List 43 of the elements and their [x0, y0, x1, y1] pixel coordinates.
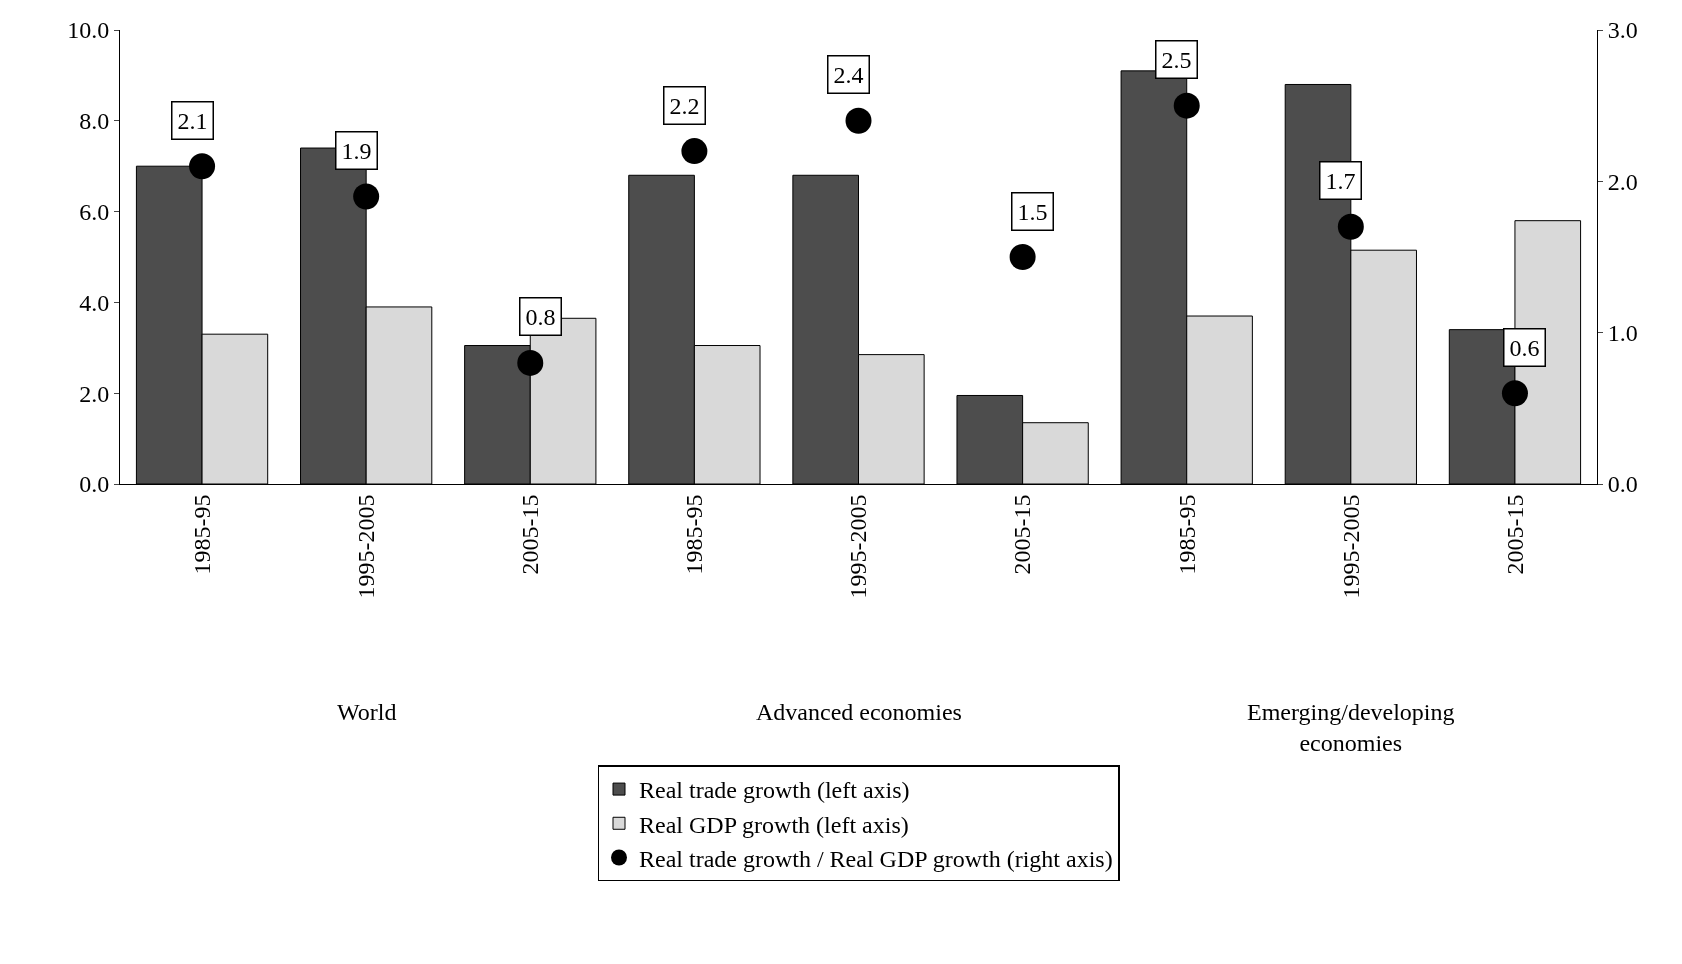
x-tick-label: 1985-95: [681, 494, 708, 575]
y2-tick-label: 3.0: [1607, 17, 1638, 44]
data-label: 1.7: [1325, 167, 1356, 194]
x-tick-label: 1985-95: [188, 494, 215, 575]
point: [845, 107, 872, 134]
point: [1009, 244, 1036, 270]
y-tick-label: 2.0: [79, 380, 110, 407]
legend-label: Real GDP growth (left axis): [639, 811, 909, 838]
data-label: 2.5: [1161, 46, 1192, 73]
data-label: 1.9: [341, 137, 372, 164]
x-tick-label: 2005-15: [1501, 494, 1528, 575]
point: [517, 349, 544, 376]
legend-label: Real trade growth / Real GDP growth (right axis): [639, 845, 1113, 872]
data-label: 0.6: [1509, 334, 1540, 361]
y-tick-label: 6.0: [79, 199, 110, 225]
point: [189, 153, 216, 180]
point: [1337, 213, 1364, 240]
y2-tick-label: 2.0: [1607, 168, 1638, 195]
x-tick-label: 2005-15: [1009, 494, 1036, 575]
y-tick-label: 0.0: [79, 471, 110, 498]
data-label: 0.8: [525, 303, 556, 330]
y2-tick-label: 1.0: [1607, 320, 1638, 347]
text: World: [337, 699, 397, 725]
x-tick-label: 1995-2005: [845, 494, 872, 599]
y-tick-label: 10.0: [67, 17, 110, 44]
x-tick-label: 1995-2005: [352, 494, 379, 599]
y2-tick-label: 0.0: [1607, 471, 1638, 498]
y-tick-label: 4.0: [79, 289, 110, 316]
data-label: 2.2: [669, 92, 700, 119]
data-label: 2.4: [833, 61, 864, 88]
x-tick-label: 2005-15: [517, 494, 544, 575]
point: [353, 183, 380, 210]
data-label: 1.5: [1017, 198, 1048, 225]
data-label: 2.1: [177, 107, 208, 134]
legend-label: Real trade growth (left axis): [639, 777, 910, 804]
text: Emerging/developing economies: [1247, 699, 1455, 757]
x-tick-label: 1985-95: [1173, 494, 1200, 575]
point: [1501, 380, 1528, 407]
x-tick-label: 1995-2005: [1337, 494, 1364, 599]
text: Advanced economies: [756, 699, 962, 725]
y-tick-label: 8.0: [79, 108, 110, 135]
point: [1173, 92, 1200, 119]
point: [681, 138, 708, 165]
